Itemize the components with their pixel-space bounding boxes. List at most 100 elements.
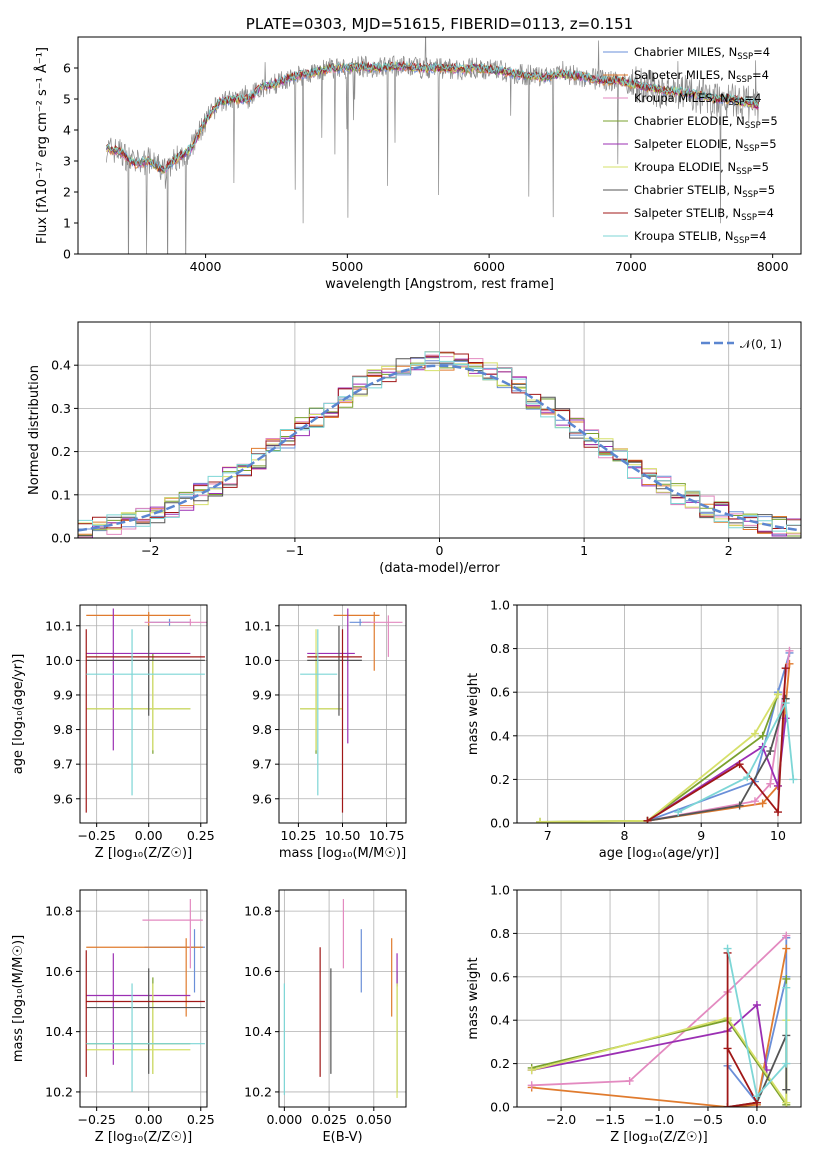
y-tick-label: 10.4	[244, 1024, 272, 1039]
weight-marker-ss	[723, 1103, 732, 1107]
x-tick-label: 9	[697, 828, 705, 843]
point-ss	[85, 950, 205, 1077]
legend-name: Chabrier MILES, N	[634, 45, 737, 59]
point-se	[307, 608, 355, 744]
y-tick-label: 9.6	[53, 791, 73, 806]
weight-marker-se	[773, 781, 782, 790]
normal-curve	[78, 364, 801, 532]
y-tick-label: 9.8	[53, 722, 73, 737]
weight-marker-ks	[674, 808, 683, 817]
point-ks	[300, 629, 338, 796]
plot-area	[300, 608, 403, 813]
y-tick-label: 0	[63, 247, 71, 262]
axes-frame: 10.25 10.50 10.75 9.6 9.7 9.8 9.9 10.0 10.1 mass …	[244, 604, 407, 861]
y-tick-label: 0.3	[51, 401, 71, 416]
legend-label-cm: Chabrier MILES, NSSP=4	[634, 45, 770, 62]
weight-line-ks	[677, 699, 795, 813]
y-tick-label: 1	[63, 216, 71, 231]
legend-sub: SSP	[734, 236, 750, 246]
y-tick-label: 0.4	[490, 1013, 510, 1028]
x-tick-label: 6000	[473, 259, 505, 274]
point-sm	[86, 611, 191, 626]
legend-sub: SSP	[736, 167, 752, 177]
x-tick-label: 0.25	[187, 1112, 215, 1127]
y-tick-label: 9.9	[53, 687, 73, 702]
y-axis-label: Flux [fλ10⁻¹⁷ erg cm⁻² s⁻¹ Å⁻¹]	[34, 47, 50, 244]
panel-age-vs-mass: 10.25 10.50 10.75 9.6 9.7 9.8 9.9 10.0 10.1 mass …	[244, 604, 407, 861]
legend-name: Salpeter STELIB, N	[634, 206, 741, 220]
x-axis-label: age [log₁₀(age/yr)]	[599, 846, 720, 861]
point-ks	[86, 629, 205, 796]
point-cs	[86, 625, 205, 716]
legend-eq: =5	[761, 114, 778, 128]
legend-name: Kroupa ELODIE, N	[634, 160, 736, 174]
weight-marker-se	[752, 1001, 761, 1010]
x-tick-label: 0.0	[747, 1112, 767, 1127]
legend-label-ce: Chabrier ELODIE, NSSP=5	[634, 114, 778, 131]
weight-line-sm	[531, 948, 788, 1107]
x-axis-label: E(B-V)	[322, 1130, 362, 1145]
y-axis-label: mass weight	[466, 957, 481, 1039]
point-cm	[144, 929, 205, 993]
y-tick-label: 0.0	[490, 816, 510, 831]
legend-eq: =4	[749, 229, 766, 243]
weight-marker-ke	[782, 1098, 791, 1107]
plot-area	[85, 608, 207, 813]
x-tick-label: −2	[141, 543, 159, 558]
y-axis-label: Normed distribution	[27, 365, 42, 495]
y-tick-label: 9.9	[252, 687, 272, 702]
point-ke	[86, 983, 191, 1074]
legend-name: Kroupa STELIB, N	[634, 229, 734, 243]
legend-sub: SSP	[729, 98, 745, 108]
legend-sub: SSP	[741, 213, 757, 223]
weight-marker-ks	[782, 1059, 791, 1068]
weight-marker-ke	[536, 817, 545, 823]
weight-line-ke	[539, 693, 779, 823]
weight-marker-km	[782, 931, 791, 940]
y-tick-label: 9.8	[252, 722, 272, 737]
y-tick-label: 0.2	[51, 444, 71, 459]
legend-sub: SSP	[744, 144, 760, 154]
x-axis-label: Z [log₁₀(Z/Z☉)]	[610, 1130, 707, 1145]
x-tick-label: 4000	[190, 259, 222, 274]
legend-name: Salpeter MILES, N	[634, 68, 736, 82]
weight-line-cm	[726, 937, 788, 1105]
weight-marker-ss	[735, 760, 744, 769]
panel-mass-vs-z: −0.25 0.00 0.25 10.2 10.4 10.6 10.8 Z [log₁₀(Z/…	[11, 889, 215, 1145]
x-tick-label: −1	[286, 543, 304, 558]
weight-marker-ss	[773, 808, 782, 817]
panel-residuals: −2 −1 0 1 2 0.0 0.1 0.2 0.3 0.4 (data-model)/error…	[27, 321, 802, 576]
plot-area	[536, 646, 798, 823]
y-tick-label: 0.2	[490, 772, 510, 787]
y-tick-label: 0.4	[490, 728, 510, 743]
point-ce	[86, 653, 191, 754]
x-axis-label: mass [log₁₀(M/M☉)]	[279, 846, 406, 861]
y-tick-label: 2	[63, 185, 71, 200]
legend-label-ks: Kroupa STELIB, NSSP=4	[634, 229, 766, 246]
x-tick-label: 1	[580, 543, 588, 558]
legend-name: Kroupa MILES, N	[634, 91, 729, 105]
y-tick-label: 0.4	[51, 358, 71, 373]
weight-marker-ss	[643, 816, 652, 823]
weight-marker-cs	[735, 801, 744, 810]
x-tick-label: 8000	[757, 259, 789, 274]
point-ke	[300, 629, 343, 751]
point-ke	[86, 660, 191, 751]
x-tick-label: 10.75	[369, 828, 405, 843]
y-tick-label: 10.2	[45, 1084, 73, 1099]
legend-label-ke: Kroupa ELODIE, NSSP=5	[634, 160, 769, 177]
axes-frame: −0.25 0.00 0.25 10.2 10.4 10.6 10.8 Z [log₁₀(Z/…	[11, 889, 215, 1145]
axes-frame: −0.25 0.00 0.25 9.6 9.7 9.8 9.9 10.0 10.1 Z [log₁…	[11, 604, 215, 861]
x-axis-label: (data-model)/error	[379, 561, 500, 576]
legend-sub: SSP	[742, 190, 758, 200]
y-tick-label: 0.8	[490, 641, 510, 656]
x-tick-label: 5000	[331, 259, 363, 274]
y-tick-label: 10.6	[45, 964, 73, 979]
weight-marker-ks	[743, 773, 752, 782]
legend-label-se: Salpeter ELODIE, NSSP=5	[634, 137, 777, 154]
weight-marker-ks	[723, 944, 732, 953]
y-tick-label: 0.6	[490, 685, 510, 700]
legend-sub: SSP	[745, 121, 761, 131]
